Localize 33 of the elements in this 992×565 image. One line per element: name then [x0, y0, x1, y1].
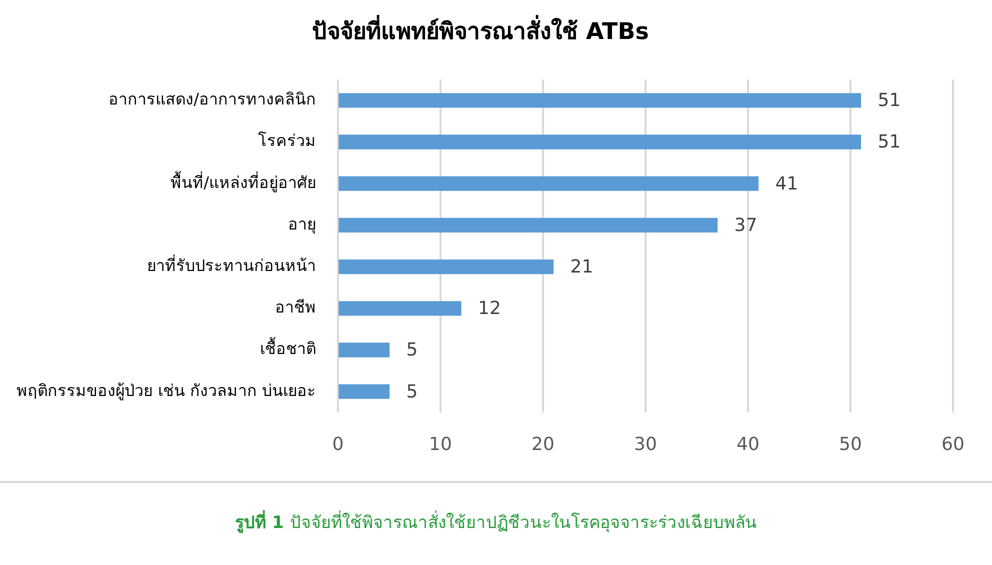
x-tick-label: 60 [942, 434, 964, 455]
y-tick-label: อาชีพ [275, 298, 316, 317]
text: ปัจจัยที่ใช้พิจารณาสั่งใช้ยาปฏิชีวนะในโรคอุจจาระร่วงเฉียบพลัน [290, 513, 757, 533]
data-label: 41 [775, 173, 798, 194]
bar [338, 384, 390, 399]
data-label: 5 [406, 340, 418, 361]
x-tick-label: 40 [736, 434, 760, 455]
x-tick-label: 20 [532, 434, 554, 455]
data-label: 51 [878, 90, 901, 112]
bar [338, 259, 554, 274]
bar [338, 301, 462, 316]
x-tick-label: 50 [839, 434, 862, 455]
y-tick-label: โรคร่วม [258, 131, 316, 150]
data-label: 12 [478, 298, 501, 320]
data-label: 21 [570, 256, 594, 278]
y-tick-label: เชื้อชาติ [260, 337, 316, 358]
y-tick-label: อายุ [288, 214, 316, 234]
chart-title: ปัจจัยที่แพทย์พิจารณาสั่งใช้ ATBs [312, 14, 649, 45]
data-label: 51 [878, 132, 901, 153]
bar [338, 134, 862, 150]
y-tick-label: อาการแสดง/อาการทางคลินิก [108, 90, 316, 109]
bar [338, 342, 390, 358]
data-label: 5 [406, 381, 418, 402]
x-tick-label: 30 [634, 434, 657, 455]
bar [338, 176, 759, 191]
y-tick-label: ยาที่รับประทานก่อนหน้า [147, 254, 316, 275]
y-tick-label: พฤติกรรมของผู้ป่วย เช่น กังวลมาก บ่นเยอะ [16, 380, 316, 401]
bar [338, 218, 718, 233]
x-tick-label: 0 [332, 434, 344, 455]
x-tick-label: 10 [429, 434, 452, 455]
bar [338, 93, 862, 108]
data-label: 37 [734, 214, 758, 236]
y-tick-label: พื้นที่/แหล่งที่อยู่อาศัย [170, 170, 316, 193]
